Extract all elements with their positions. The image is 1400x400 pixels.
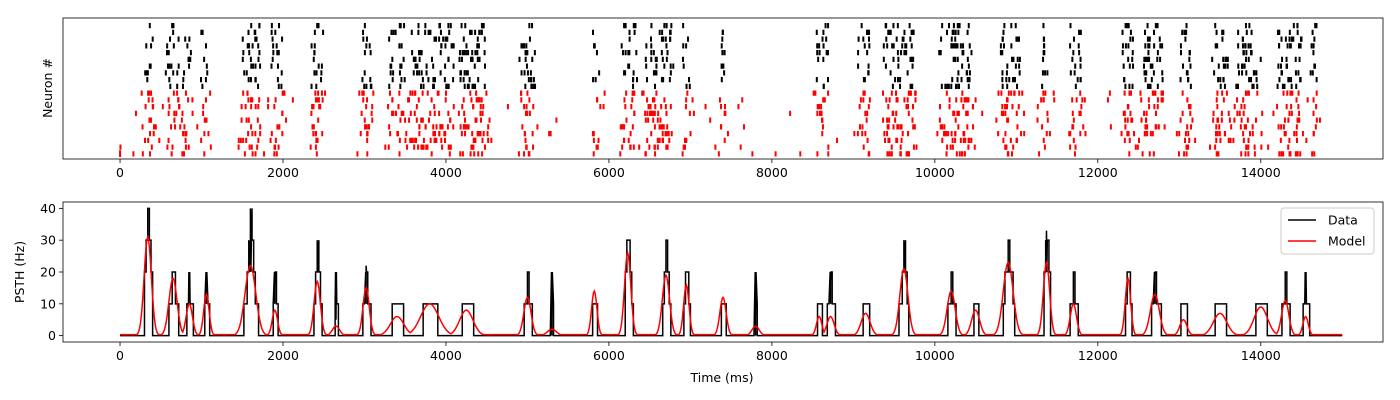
psth-panel: 0 2000 4000 6000 8000 10000 12000 14000 0 10 20 30… bbox=[12, 201, 1384, 385]
psth-line-model bbox=[120, 234, 1343, 336]
psth-x-tick-label: 14000 bbox=[1241, 348, 1281, 363]
legend-entry-data: Data bbox=[1328, 213, 1358, 228]
psth-x-tick-label: 2000 bbox=[267, 348, 299, 363]
raster-x-tick-label: 6000 bbox=[593, 165, 625, 180]
psth-y-tick-label: 10 bbox=[40, 296, 56, 311]
psth-y-tick-label: 0 bbox=[48, 328, 56, 343]
psth-y-axis: 0 10 20 30 40 bbox=[40, 201, 63, 343]
raster-y-label: Neuron # bbox=[40, 58, 55, 118]
raster-x-tick-label: 0 bbox=[116, 165, 124, 180]
psth-x-tick-label: 0 bbox=[116, 348, 124, 363]
psth-x-tick-label: 8000 bbox=[756, 348, 788, 363]
psth-x-tick-label: 10000 bbox=[915, 348, 955, 363]
raster-spikes bbox=[119, 23, 1321, 157]
raster-x-tick-label: 4000 bbox=[430, 165, 462, 180]
psth-lines bbox=[120, 207, 1343, 337]
raster-x-tick-label: 10000 bbox=[915, 165, 955, 180]
psth-y-tick-label: 30 bbox=[40, 233, 56, 248]
psth-x-tick-label: 12000 bbox=[1078, 348, 1118, 363]
psth-line-data bbox=[120, 207, 1343, 337]
psth-x-tick-label: 6000 bbox=[593, 348, 625, 363]
raster-panel: 0 2000 4000 6000 8000 10000 12000 14000 Neuron … bbox=[40, 17, 1384, 180]
raster-x-axis: 0 2000 4000 6000 8000 10000 12000 14000 bbox=[116, 159, 1281, 180]
psth-x-label: Time (ms) bbox=[689, 370, 753, 385]
psth-y-tick-label: 20 bbox=[40, 265, 56, 280]
psth-x-axis: 0 2000 4000 6000 8000 10000 12000 14000 bbox=[116, 342, 1281, 363]
raster-x-tick-label: 2000 bbox=[267, 165, 299, 180]
psth-x-tick-label: 4000 bbox=[430, 348, 462, 363]
raster-x-tick-label: 8000 bbox=[756, 165, 788, 180]
legend-entry-model: Model bbox=[1328, 234, 1366, 249]
raster-frame bbox=[62, 17, 1384, 160]
psth-y-label: PSTH (Hz) bbox=[12, 241, 27, 303]
legend: Data Model bbox=[1280, 207, 1375, 255]
psth-y-tick-label: 40 bbox=[40, 201, 56, 216]
raster-x-tick-label: 12000 bbox=[1078, 165, 1118, 180]
raster-x-tick-label: 14000 bbox=[1241, 165, 1281, 180]
